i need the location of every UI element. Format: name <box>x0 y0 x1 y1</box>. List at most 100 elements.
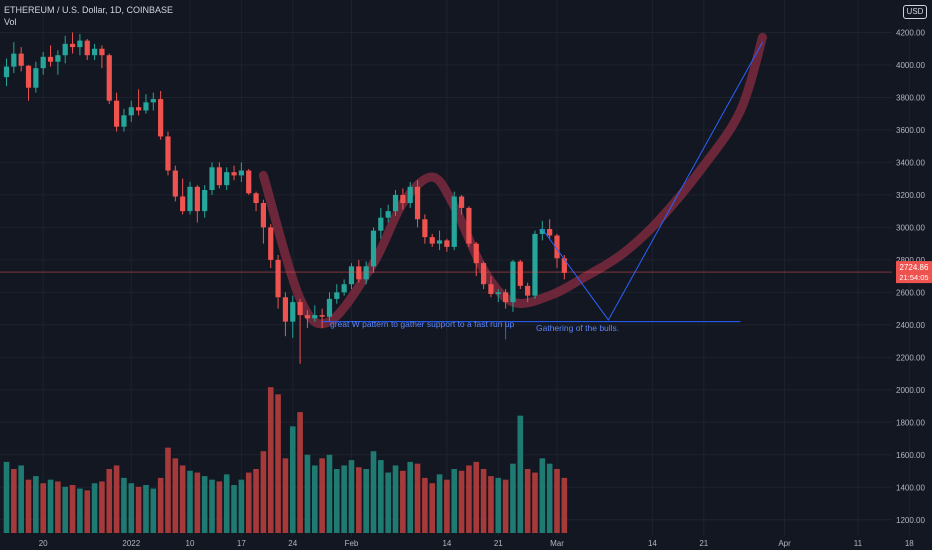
volume-bar <box>429 483 436 533</box>
volume-bars <box>3 387 568 533</box>
candle-body <box>356 266 362 280</box>
time-tick-label: 2022 <box>122 539 140 548</box>
chart-legend: ETHEREUM / U.S. Dollar, 1D, COINBASE Vol <box>4 4 173 28</box>
volume-bar <box>334 469 340 533</box>
candle-body <box>194 186 200 212</box>
candle-body <box>400 194 406 204</box>
volume-bar <box>113 465 120 533</box>
time-tick-label: 21 <box>699 539 708 548</box>
candle-body <box>106 55 112 101</box>
candle-body <box>238 170 244 176</box>
candle-body <box>282 297 289 322</box>
volume-bar <box>348 460 355 533</box>
volume-bar <box>253 469 259 533</box>
currency-button[interactable]: USD <box>903 5 927 19</box>
volume-bar <box>172 458 179 533</box>
price-tick-label: 4200.00 <box>896 28 925 37</box>
volume-bar <box>223 474 230 533</box>
time-tick-label: 17 <box>237 539 246 548</box>
volume-bar <box>187 470 193 533</box>
price-tick-label: 2000.00 <box>896 386 925 395</box>
candle-body <box>91 48 98 56</box>
candle-body <box>378 217 384 231</box>
time-tick-label: 24 <box>288 539 297 548</box>
annotation-w-pattern: great W pattern to gather support to a f… <box>330 319 515 329</box>
candle-body <box>363 266 369 280</box>
candle-body <box>40 56 46 69</box>
candle-body <box>275 259 281 298</box>
volume-bar <box>84 490 91 533</box>
time-tick-label: Mar <box>550 539 564 548</box>
last-price-value: 2724.86 <box>900 263 929 272</box>
candle-body <box>466 207 472 244</box>
candle-body <box>121 115 127 127</box>
volume-bar <box>378 460 384 533</box>
price-tick-label: 3800.00 <box>896 93 925 102</box>
candle-body <box>429 237 435 244</box>
candle-body <box>18 53 24 66</box>
volume-bar <box>238 479 245 533</box>
candle-body <box>209 167 215 191</box>
trendline-drawings[interactable] <box>322 41 763 340</box>
volume-bar <box>231 485 237 533</box>
candle-body <box>473 243 479 264</box>
volume-bar <box>510 463 516 533</box>
volume-bar <box>275 394 281 533</box>
price-tick-label: 2600.00 <box>896 288 925 297</box>
volume-bar <box>121 477 127 533</box>
candle-body <box>547 229 553 236</box>
volume-bar <box>245 472 252 533</box>
candle-body <box>341 284 347 293</box>
candle-body <box>319 315 325 317</box>
price-tick-label: 3600.00 <box>896 126 925 135</box>
time-tick-label: Feb <box>345 539 359 548</box>
candle-body <box>253 193 259 204</box>
time-tick-label: 14 <box>442 539 451 548</box>
volume-bar <box>356 467 362 533</box>
volume-bar <box>392 465 399 533</box>
price-tick-label: 1400.00 <box>896 483 925 492</box>
candle-body <box>304 315 311 319</box>
price-axis[interactable]: 1200.00 1400.00 1600.00 1800.00 2000.00 2200.… <box>896 28 925 524</box>
candle-body <box>297 302 303 316</box>
volume-bar <box>209 479 215 533</box>
candle-body <box>422 219 428 238</box>
volume-bar <box>143 485 149 533</box>
volume-bar <box>495 477 502 533</box>
volume-bar <box>3 461 10 533</box>
candle-body <box>488 284 494 294</box>
volume-bar <box>480 469 487 533</box>
volume-bar <box>157 477 164 533</box>
candle-body <box>136 107 142 111</box>
volume-bar <box>135 486 142 533</box>
candle-body <box>180 196 186 212</box>
price-tick-label: 3200.00 <box>896 191 925 200</box>
candle-body <box>187 186 193 212</box>
candle-body <box>370 230 377 267</box>
candle-body <box>312 315 318 319</box>
candle-body <box>47 56 54 62</box>
volume-bar <box>524 469 531 533</box>
candle-body <box>407 186 413 204</box>
volume-bar <box>407 461 413 533</box>
volume-bar <box>201 476 208 533</box>
volume-bar <box>33 476 39 533</box>
volume-indicator-label[interactable]: Vol <box>4 17 17 27</box>
candle-body <box>326 298 333 317</box>
time-axis[interactable]: 20 2022 10 17 24 Feb 14 21 Mar 14 21 Apr 11 18 <box>39 539 915 548</box>
candle-body <box>216 167 222 186</box>
volume-bar <box>194 472 201 533</box>
candle-body <box>3 66 10 78</box>
price-tick-label: 1800.00 <box>896 418 925 427</box>
price-tick-label: 3400.00 <box>896 158 925 167</box>
candle-body <box>451 196 457 247</box>
volume-bar <box>128 483 135 533</box>
last-price-tag: 2724.86 21:54:05 <box>896 261 932 284</box>
symbol-title[interactable]: ETHEREUM / U.S. Dollar, 1D, COINBASE <box>4 5 174 15</box>
candle-body <box>385 211 391 218</box>
volume-bar <box>165 447 171 533</box>
volume-bar <box>69 485 76 533</box>
volume-bar <box>466 465 472 533</box>
